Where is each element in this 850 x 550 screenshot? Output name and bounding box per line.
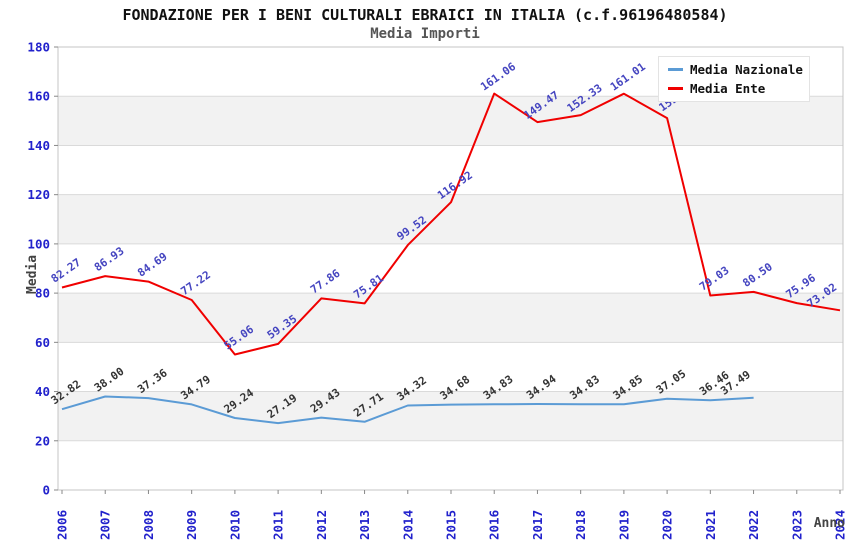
data-point-label: 84.69 [135,250,170,280]
data-point-label: 38.00 [92,365,127,395]
chart-legend: Media Nazionale Media Ente [658,56,810,102]
y-axis-title: Media [25,255,40,294]
grid-band [58,293,843,343]
grid-band [58,96,843,146]
y-tick-label: 180 [27,40,50,55]
x-tick-label: 2007 [98,510,113,540]
x-tick-label: 2010 [227,510,242,540]
legend-label: Media Ente [690,81,766,97]
y-tick-label: 20 [35,433,50,448]
legend-item-media-ente: Media Ente [659,81,809,96]
media-ente-swatch-icon [668,87,683,91]
data-point-label: 161.06 [478,60,518,94]
x-tick-label: 2009 [184,510,199,540]
x-axis-title: Anno [814,516,845,531]
data-point-label: 82.27 [49,256,84,286]
y-tick-label: 140 [27,138,50,153]
x-tick-label: 2017 [530,510,545,540]
y-tick-label: 100 [27,236,50,251]
data-point-label: 161.01 [608,60,648,94]
y-tick-label: 160 [27,89,50,104]
x-tick-label: 2023 [789,510,804,540]
x-tick-label: 2018 [573,510,588,540]
chart-title: FONDAZIONE PER I BENI CULTURALI EBRAICI … [122,6,728,24]
y-tick-label: 40 [35,384,50,399]
x-tick-label: 2008 [141,510,156,540]
x-tick-label: 2011 [271,510,286,540]
y-tick-label: 60 [35,335,50,350]
x-tick-label: 2013 [357,510,372,540]
legend-label: Media Nazionale [690,61,803,77]
x-tick-label: 2016 [487,510,502,540]
x-tick-label: 2014 [400,510,415,540]
x-tick-label: 2020 [660,510,675,540]
x-tick-label: 2021 [703,510,718,540]
data-point-label: 86.93 [92,244,127,274]
data-point-label: 80.50 [740,260,775,290]
media-nazionale-swatch-icon [668,67,683,71]
media-ente-line [61,92,841,356]
chart-subtitle: Media Importi [370,26,480,42]
x-tick-label: 2015 [444,510,459,540]
data-point-label: 79.03 [697,264,732,294]
y-tick-label: 80 [35,286,50,301]
y-tick-label: 0 [42,483,50,498]
x-tick-label: 2006 [55,510,70,540]
x-tick-label: 2022 [746,510,761,540]
x-tick-label: 2012 [314,510,329,540]
x-tick-label: 2019 [616,510,631,540]
data-point-label: 77.86 [308,266,343,296]
legend-item-media-nazionale: Media Nazionale [659,62,809,77]
x-tick-label: 2024 [833,510,848,540]
media-nazionale-line [61,395,754,425]
y-tick-label: 120 [27,187,50,202]
